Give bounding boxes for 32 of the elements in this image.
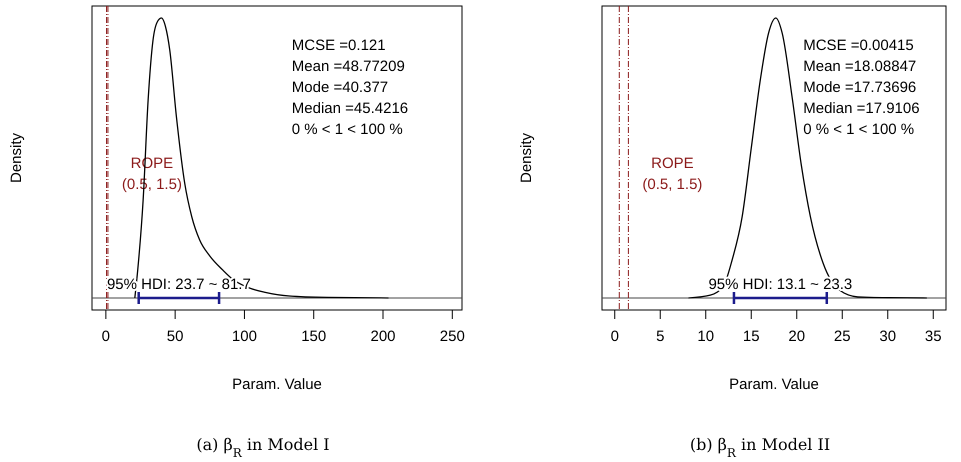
annotation: Median =17.9106 [803, 100, 920, 117]
x-tick-label: 5 [656, 328, 664, 345]
x-tick-label: 10 [697, 328, 714, 345]
x-tick-label: 200 [370, 328, 396, 345]
x-tick-label: 30 [879, 328, 896, 345]
x-tick-label: 150 [301, 328, 326, 345]
x-tick-label: 100 [232, 328, 257, 345]
text: (a) β$_{R}$ in Model I [196, 435, 330, 460]
annotation: 0 % < 1 < 100 % [803, 121, 914, 138]
annotation: 0 % < 1 < 100 % [292, 121, 403, 138]
x-tick-label: 35 [924, 328, 942, 345]
ref-line-label: ROPE [651, 155, 694, 172]
x-tick-label: 0 [610, 328, 619, 345]
x-axis-title: Param. Value [232, 376, 322, 393]
ref-line-label: (0.5, 1.5) [642, 176, 702, 193]
annotation: Mean =18.08847 [803, 58, 916, 75]
annotation: Mode =17.73696 [803, 79, 916, 96]
x-tick-label: 20 [788, 328, 806, 345]
y-axis-title: Density [518, 132, 535, 184]
x-tick-label: 50 [166, 328, 184, 345]
annotation: MCSE =0.00415 [803, 37, 914, 54]
y-axis-title: Density [8, 132, 25, 184]
annotation: Mode =40.377 [292, 79, 388, 96]
x-tick-label: 0 [102, 328, 110, 345]
annotation: MCSE =0.121 [292, 37, 386, 54]
annotation: Mean =48.77209 [292, 58, 405, 75]
text: (b) β$_{R}$ in Model II [690, 435, 830, 460]
x-tick-label: 250 [440, 328, 465, 345]
x-tick-label: 25 [834, 328, 851, 345]
x-axis-title: Param. Value [729, 376, 819, 393]
x-tick-label: 15 [742, 328, 760, 345]
annotation: Median =45.4216 [292, 100, 408, 117]
